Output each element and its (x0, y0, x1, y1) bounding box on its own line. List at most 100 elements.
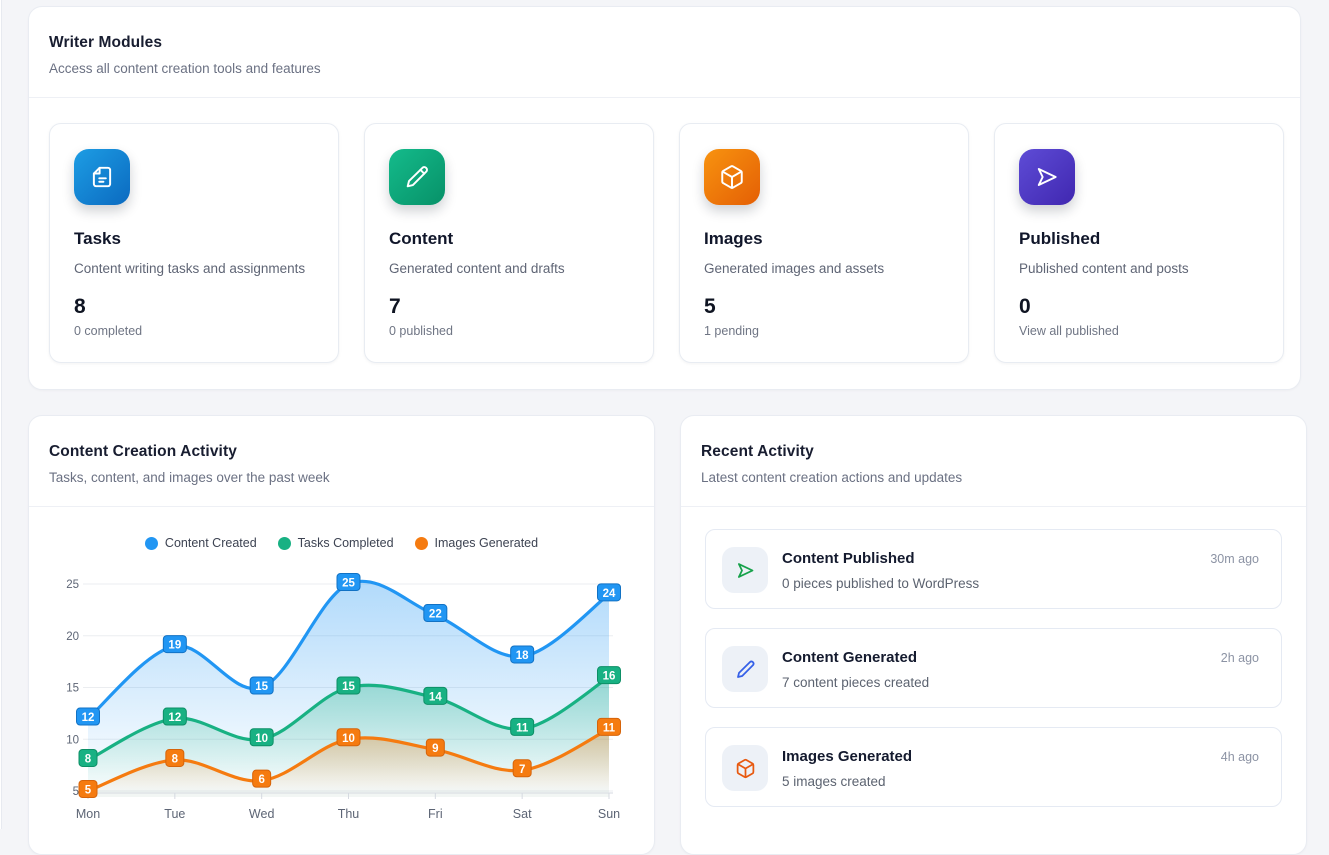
svg-text:8: 8 (172, 753, 179, 765)
svg-text:24: 24 (603, 588, 616, 600)
pencil-icon (389, 149, 445, 205)
svg-text:Fri: Fri (428, 807, 443, 821)
svg-text:11: 11 (603, 722, 616, 734)
module-card-images[interactable]: Images Generated images and assets 5 1 p… (679, 123, 969, 363)
recent-activity-section: Recent Activity Latest content creation … (680, 415, 1307, 855)
module-title: Tasks (74, 229, 121, 248)
svg-text:Sun: Sun (598, 807, 620, 821)
chart-legend: Content Created Tasks Completed Images Gen… (29, 536, 654, 550)
svg-text:5: 5 (85, 785, 92, 797)
module-description: Generated images and assets (704, 261, 885, 276)
module-sub-label: 1 pending (704, 324, 759, 338)
svg-text:10: 10 (255, 733, 268, 745)
pencil-icon (722, 646, 768, 692)
module-card-published[interactable]: Published Published content and posts 0 … (994, 123, 1284, 363)
legend-label: Tasks Completed (297, 536, 394, 550)
module-title: Images (704, 229, 763, 248)
svg-text:11: 11 (516, 722, 529, 734)
module-title: Content (389, 229, 454, 248)
module-card-content[interactable]: Content Generated content and drafts 7 0… (364, 123, 654, 363)
activity-item-content-published[interactable]: Content Published 0 pieces published to … (705, 529, 1282, 609)
writer-modules-header: Writer Modules Access all content creati… (29, 7, 1300, 76)
send-icon (722, 547, 768, 593)
content-creation-activity-section: Content Creation Activity Tasks, content… (28, 415, 655, 855)
module-count: 7 (389, 295, 401, 318)
svg-text:15: 15 (255, 681, 268, 693)
cube-icon (722, 745, 768, 791)
svg-text:16: 16 (603, 671, 616, 683)
activity-timestamp: 4h ago (1220, 750, 1259, 764)
activity-timestamp: 2h ago (1220, 651, 1259, 665)
activity-description: 5 images created (782, 774, 886, 789)
svg-text:19: 19 (168, 640, 181, 652)
writer-modules-subtitle: Access all content creation tools and fe… (49, 61, 321, 76)
chart-header: Content Creation Activity Tasks, content… (29, 416, 654, 485)
activity-description: 7 content pieces created (782, 675, 930, 690)
modules-row: Tasks Content writing tasks and assignme… (49, 123, 1284, 363)
send-icon (1019, 149, 1075, 205)
activity-item-images-generated[interactable]: Images Generated 5 images created 4h ago (705, 727, 1282, 807)
svg-text:Sat: Sat (513, 807, 532, 821)
module-count: 8 (74, 295, 86, 318)
legend-label: Images Generated (434, 536, 539, 550)
legend-dot (277, 536, 291, 550)
svg-text:25: 25 (66, 579, 79, 591)
writer-modules-title: Writer Modules (49, 34, 163, 51)
legend-dot (144, 536, 158, 550)
content-left-edge (0, 0, 2, 829)
svg-text:22: 22 (429, 609, 442, 621)
module-count: 5 (704, 295, 716, 318)
activity-title: Content Generated (782, 649, 918, 666)
divider (29, 97, 1300, 98)
svg-text:Wed: Wed (249, 807, 275, 821)
module-sub-label: 0 published (389, 324, 453, 338)
recent-activity-subtitle: Latest content creation actions and upda… (701, 470, 963, 485)
svg-text:5: 5 (73, 786, 79, 798)
svg-text:Tue: Tue (164, 807, 185, 821)
svg-text:6: 6 (258, 774, 264, 786)
svg-text:10: 10 (66, 734, 79, 746)
legend-item[interactable]: Tasks Completed (277, 536, 394, 550)
module-sub-label: View all published (1019, 324, 1119, 338)
legend-label: Content Created (164, 536, 257, 550)
svg-text:Thu: Thu (338, 807, 360, 821)
svg-text:25: 25 (342, 578, 355, 590)
activity-timestamp: 30m ago (1210, 552, 1259, 566)
cube-icon (704, 149, 760, 205)
file-text-icon (74, 149, 130, 205)
activity-item-content-generated[interactable]: Content Generated 7 content pieces creat… (705, 628, 1282, 708)
module-count: 0 (1019, 295, 1031, 318)
module-sub-label: 0 completed (74, 324, 143, 338)
svg-text:Mon: Mon (76, 807, 100, 821)
activity-description: 0 pieces published to WordPress (782, 576, 980, 591)
svg-text:14: 14 (429, 691, 442, 703)
divider (681, 506, 1306, 507)
recent-activity-title: Recent Activity (701, 443, 814, 460)
svg-text:12: 12 (168, 712, 181, 724)
module-description: Content writing tasks and assignments (74, 261, 306, 276)
svg-text:15: 15 (342, 681, 355, 693)
svg-text:18: 18 (516, 650, 529, 662)
activity-title: Content Published (782, 550, 915, 567)
module-card-tasks[interactable]: Tasks Content writing tasks and assignme… (49, 123, 339, 363)
chart-title: Content Creation Activity (49, 443, 237, 460)
divider (29, 506, 654, 507)
chart-subtitle: Tasks, content, and images over the past… (49, 470, 330, 485)
activity-list: Content Published 0 pieces published to … (705, 529, 1282, 826)
svg-text:15: 15 (66, 683, 79, 695)
svg-text:12: 12 (82, 712, 95, 724)
activity-chart-plot[interactable]: 5 10 15 20 25 Mon Tue Wed Thu Fri Sat Sun 12 19 15 25 22… (29, 556, 656, 830)
module-title: Published (1019, 229, 1101, 248)
module-description: Published content and posts (1019, 261, 1189, 276)
svg-text:20: 20 (66, 631, 79, 643)
legend-dot (414, 536, 428, 550)
recent-activity-header: Recent Activity Latest content creation … (681, 416, 1306, 485)
legend-item[interactable]: Content Created (144, 536, 257, 550)
writer-modules-section: Writer Modules Access all content creati… (28, 6, 1301, 390)
svg-text:10: 10 (342, 733, 355, 745)
legend-item[interactable]: Images Generated (414, 536, 539, 550)
svg-text:9: 9 (432, 743, 438, 755)
svg-text:8: 8 (85, 753, 92, 765)
module-description: Generated content and drafts (389, 261, 565, 276)
activity-title: Images Generated (782, 748, 913, 765)
